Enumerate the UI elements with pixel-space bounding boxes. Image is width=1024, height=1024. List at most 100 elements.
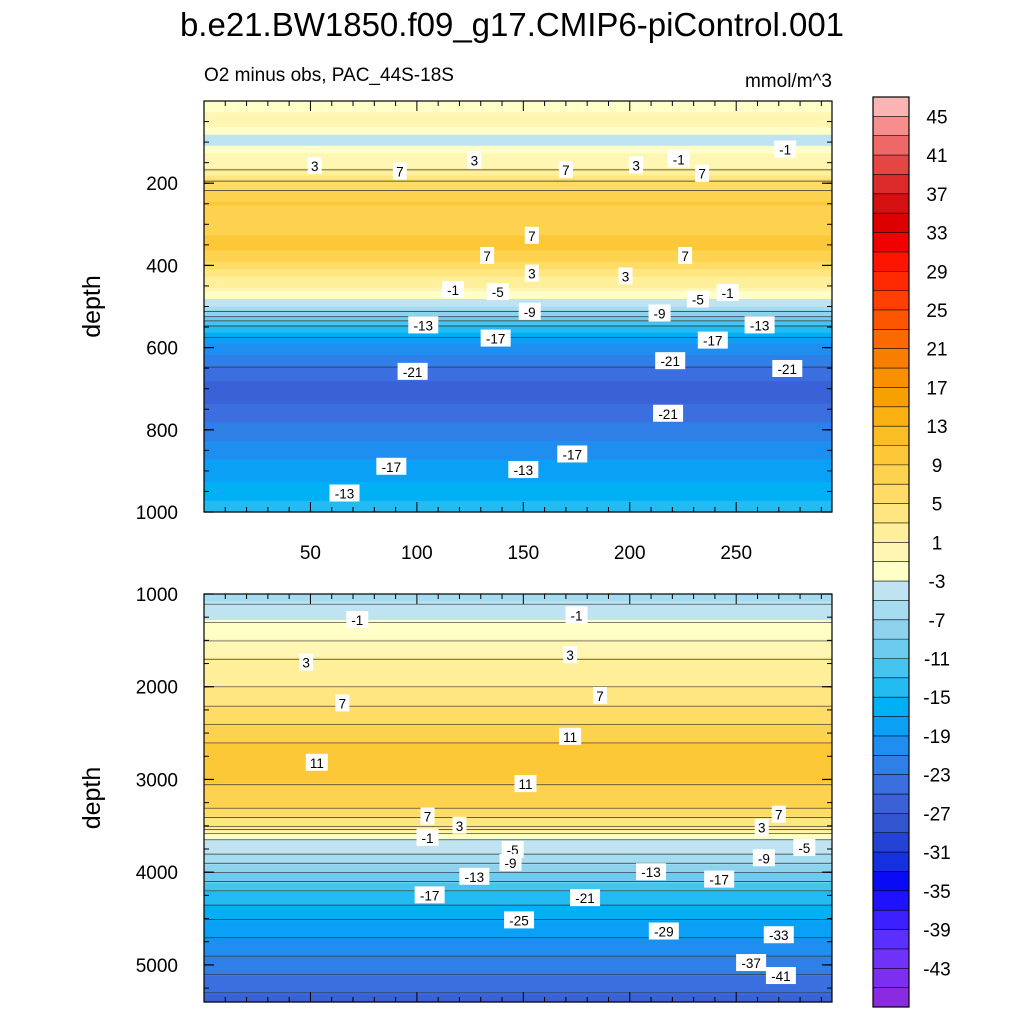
contour-band: [204, 712, 832, 717]
colorbar-swatch: [873, 213, 909, 234]
contour-label-box: [420, 807, 435, 825]
contour-band: [204, 612, 832, 617]
contour-label-box: [744, 316, 775, 334]
contour-band: [204, 134, 832, 139]
contour-label: -13: [750, 318, 770, 333]
contour-label-box: [508, 461, 539, 479]
contour-band: [204, 220, 832, 225]
x-tick-label: 100: [401, 543, 433, 564]
y-axis: 200 400 600 800 1000: [136, 100, 832, 524]
contour-label-box: [752, 849, 775, 867]
contour-label-box: [467, 151, 482, 169]
contour-band: [204, 671, 832, 677]
colorbar-swatch: [873, 929, 909, 950]
contour-label-box: [655, 352, 686, 370]
colorbar-label: 41: [926, 146, 947, 167]
colorbar-frame: [872, 96, 910, 1008]
contour-band: [204, 705, 832, 710]
contour-label: -25: [509, 913, 529, 928]
contour-label-box: [397, 362, 428, 380]
contour-label: 11: [310, 756, 324, 771]
contour-band: [204, 373, 832, 379]
contour-label: 7: [483, 249, 491, 264]
colorbar-swatch: [873, 794, 909, 814]
contour-label-box: [335, 694, 350, 712]
contour-band: [204, 938, 832, 944]
contour-band: [204, 343, 832, 349]
contour-label-box: [499, 853, 522, 871]
colorbar-label: -27: [923, 804, 950, 825]
contour-band: [204, 370, 832, 375]
contour-label: 3: [622, 269, 630, 284]
contour-label-box: [736, 954, 767, 972]
colorbar-swatch: [873, 387, 909, 408]
contour-band: [204, 186, 832, 192]
contour-band: [204, 694, 832, 699]
contour-label: -1: [351, 613, 363, 628]
contour-label: -17: [703, 334, 723, 349]
contour-band: [204, 701, 832, 706]
contour-band: [204, 493, 832, 498]
y-tick-label: 5000: [136, 956, 178, 977]
contour-band: [204, 634, 832, 640]
contour-band: [204, 508, 832, 513]
contour-label: -9: [654, 306, 666, 321]
contour-band: [204, 250, 832, 255]
contour-label-box: [518, 302, 541, 320]
contour-label-box: [618, 267, 633, 285]
contour-band: [204, 594, 832, 599]
contour-band: [204, 384, 832, 390]
contour-band: [204, 171, 832, 177]
colorbar-label: -35: [923, 882, 950, 903]
contour-label: 3: [566, 648, 574, 663]
contour-band: [204, 686, 832, 692]
contour-band: [204, 209, 832, 214]
colorbar-swatch: [873, 619, 909, 640]
y-axis-label: depth: [78, 767, 106, 830]
colorbar-swatch: [873, 735, 909, 756]
contour-band: [204, 894, 832, 899]
contour-label: -17: [420, 888, 440, 903]
contour-label: -13: [335, 487, 355, 502]
colorbar-swatch: [873, 968, 909, 989]
colorbar-swatch: [873, 697, 909, 718]
contour-band: [204, 489, 832, 494]
contour-band: [204, 890, 832, 896]
colorbar-swatch: [873, 426, 909, 447]
contour-label-box: [459, 867, 490, 885]
contour-band: [204, 690, 832, 695]
contour-band: [204, 179, 832, 184]
contour-label: -21: [660, 354, 680, 369]
contour-label: -5: [692, 293, 704, 308]
contour-band: [204, 194, 832, 199]
left-subtitle: O2 minus obs, PAC_44S-18S: [204, 65, 454, 86]
contour-band: [204, 175, 832, 181]
colorbar-swatch: [873, 677, 909, 698]
y-tick-label: 600: [146, 339, 178, 360]
contour-label: -21: [658, 407, 678, 422]
contour-band: [204, 760, 832, 766]
contour-band: [204, 597, 832, 603]
colorbar-label: -7: [929, 611, 946, 632]
contour-band: [204, 742, 832, 747]
contour-band: [204, 957, 832, 962]
y-tick-label: 200: [146, 174, 178, 195]
contour-band: [204, 160, 832, 166]
contour-band: [204, 448, 832, 453]
contour-label-box: [307, 156, 322, 174]
contour-label-box: [667, 150, 690, 168]
contour-band: [204, 429, 832, 435]
contour-band: [204, 835, 832, 840]
contour-band: [204, 302, 832, 308]
contour-label: -37: [741, 956, 761, 971]
contour-band: [204, 257, 832, 263]
contour-band: [204, 497, 832, 502]
contour-band: [204, 608, 832, 614]
contour-label: 3: [302, 656, 310, 671]
y-tick-label: 2000: [136, 678, 178, 699]
contour-band: [204, 272, 832, 278]
contour-label-box: [636, 863, 667, 881]
contour-band: [204, 734, 832, 740]
contour-band: [204, 149, 832, 154]
contour-band: [204, 157, 832, 162]
